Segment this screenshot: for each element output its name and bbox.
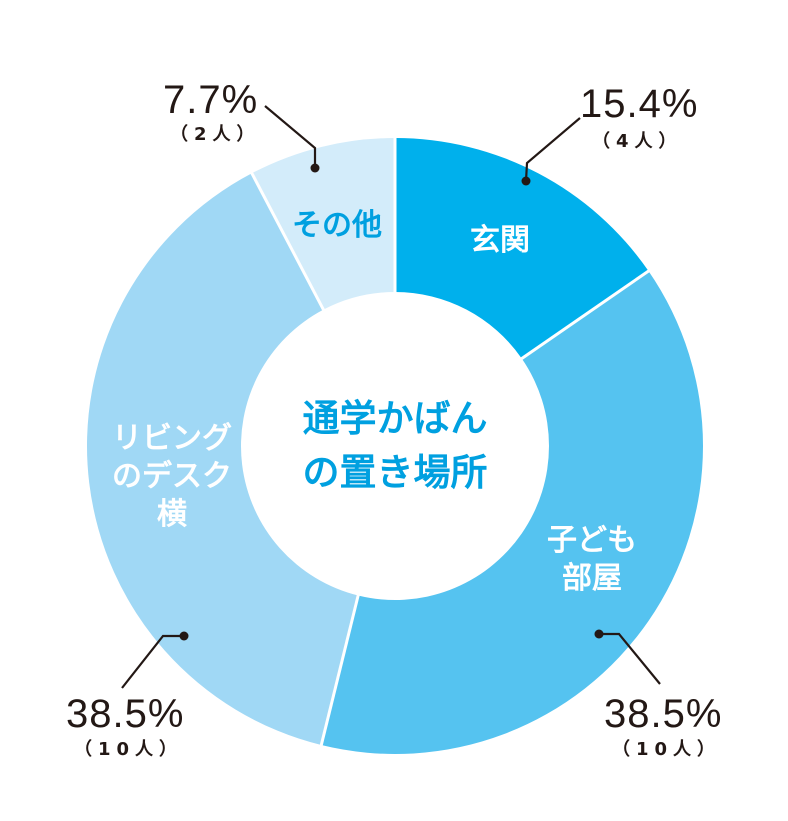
donut-slice	[395, 138, 649, 359]
count-label-sonota: （2人）	[170, 124, 261, 145]
callout-line	[264, 105, 317, 168]
slice-separator	[250, 171, 326, 312]
slice-separator	[319, 594, 360, 747]
callout-line	[121, 634, 184, 689]
callout-line	[524, 117, 581, 182]
percent-label-sonota: 7.7%	[163, 78, 259, 122]
slice-label-genkan: 玄関	[470, 222, 530, 260]
count-label-genkan: （4人）	[592, 131, 683, 152]
count-label-kodomo-beya: （10人）	[612, 739, 722, 760]
percent-label-kodomo-beya: 38.5%	[604, 692, 723, 736]
slice-label-line: 部屋	[562, 561, 622, 596]
slice-label-line: のデスク	[112, 459, 232, 494]
chart-title-line-1: 通学かばん	[302, 397, 488, 440]
chart-title: 通学かばん の置き場所	[303, 392, 488, 500]
callout-dot	[521, 176, 531, 186]
donut-slice	[86, 173, 359, 746]
slice-label-kodomo-beya: 子ども 部屋	[547, 522, 637, 598]
slice-separator	[520, 269, 651, 361]
slice-label-line: 子ども	[547, 523, 637, 558]
slice-label-living-desk: リビング のデスク 横	[112, 420, 232, 534]
slice-label-line: リビング	[112, 421, 232, 456]
slice-label-sonota: その他	[292, 207, 382, 245]
chart-title-line-2: の置き場所	[302, 451, 488, 494]
slice-label-line: その他	[292, 208, 382, 243]
percent-label-living-desk: 38.5%	[66, 692, 185, 736]
slice-label-line: 横	[157, 497, 187, 532]
donut-slice	[251, 138, 395, 310]
callout-dot	[594, 629, 604, 639]
callout-line	[599, 632, 661, 685]
callout-dot	[310, 163, 320, 173]
callout-dot	[179, 631, 189, 641]
percent-label-genkan: 15.4%	[580, 82, 699, 126]
count-label-living-desk: （10人）	[74, 739, 184, 760]
callout-leaders	[121, 105, 661, 689]
slice-label-line: 玄関	[470, 223, 530, 258]
